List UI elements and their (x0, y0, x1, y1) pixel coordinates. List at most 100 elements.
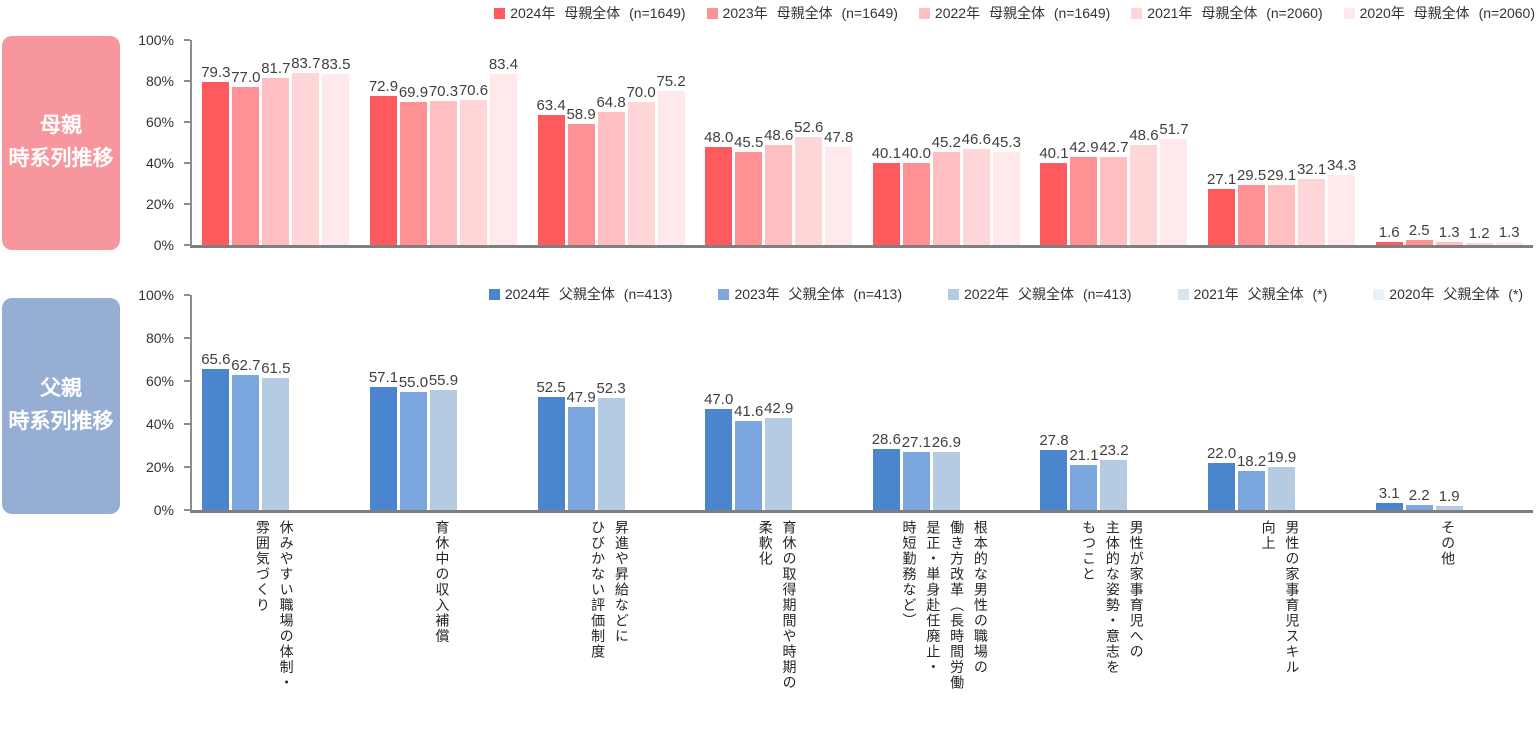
bar-value-label: 48.0 (704, 128, 734, 146)
bar-value-label: 55.9 (428, 371, 459, 389)
y-tick-label: 100% (138, 287, 174, 303)
bar-value-label: 21.1 (1069, 446, 1099, 464)
bar: 1.6 (1375, 224, 1403, 245)
bar-slot: 45.3 (992, 134, 1021, 245)
bar-value-label: 64.8 (596, 94, 626, 112)
bar-value-label: 1.9 (1438, 487, 1460, 505)
category-cell: 根本的な男性の職場の 働き方改革（長時間労働 是正・単身赴任廃止・ 時短勤務など… (861, 520, 1029, 730)
bar-slot: 23.2 (1099, 442, 1129, 510)
bar-slot: 65.6 (201, 351, 230, 510)
bar-value-label: 18.2 (1236, 452, 1267, 470)
y-tick-label: 80% (145, 330, 174, 346)
bar-slot: 41.6 (734, 403, 763, 510)
category-label: 昇進や昇給などに ひびかない評価制度 (590, 520, 630, 660)
bar-slot: 1.3 (1495, 224, 1523, 245)
bar: 47.9 (566, 389, 596, 510)
y-tick-mark-icon (184, 80, 190, 82)
mother-panel-label: 母親 時系列推移 (2, 36, 120, 250)
legend-color-swatch-icon (918, 7, 930, 19)
bar-value-label: 70.6 (458, 82, 489, 100)
bar: 1.3 (1435, 224, 1463, 245)
bar-slot: 32.1 (1297, 161, 1326, 245)
bar-group: 57.1 55.0 55.9 (360, 295, 528, 510)
legend-label: 2024年 父親全体 (n=413) (504, 286, 673, 302)
y-tick-mark-icon (184, 337, 190, 339)
y-tick-mark-icon (184, 39, 190, 41)
bar-value-label: 3.1 (1378, 485, 1400, 503)
bar-slot: 77.0 (231, 69, 260, 245)
bar-value-label: 65.6 (201, 350, 231, 368)
bar: 52.6 (794, 119, 823, 245)
bar-slot: 1.3 (1435, 224, 1463, 245)
bar-group: 72.9 69.9 70.3 70.6 83.4 (360, 40, 528, 245)
bar-value-label: 26.9 (931, 434, 961, 452)
bar-value-label: 63.4 (536, 97, 566, 115)
bar: 41.6 (734, 403, 763, 510)
bar-value-label: 81.7 (261, 59, 291, 77)
y-tick-mark-icon (184, 423, 190, 425)
bar-value-label: 41.6 (734, 402, 764, 420)
bar: 52.5 (536, 379, 566, 510)
legend-color-swatch-icon (1343, 7, 1355, 19)
bar-group: 52.5 47.9 52.3 (527, 295, 695, 510)
bar-value-label: 62.7 (231, 357, 261, 375)
bar-slot: 1.6 (1375, 224, 1403, 245)
bar-group: 63.4 58.9 64.8 70.0 75.2 (527, 40, 695, 245)
bar-slot: 45.5 (734, 134, 763, 245)
bar: 40.0 (902, 145, 931, 245)
legend-item: 2024年 父親全体 (n=413) (488, 284, 673, 304)
legend-color-swatch-icon (494, 7, 506, 19)
bar-value-label: 48.6 (1129, 127, 1159, 145)
bar-group: 79.3 77.0 81.7 83.7 83.5 (192, 40, 360, 245)
bar-slot: 27.8 (1039, 432, 1069, 510)
bar-group: 65.6 62.7 61.5 (192, 295, 360, 510)
bar-slot: 61.5 (261, 360, 290, 510)
legend-item: 2022年 母親全体 (n=1649) (918, 3, 1110, 23)
bar: 1.3 (1495, 224, 1523, 245)
legend-item: 2022年 父親全体 (n=413) (948, 284, 1132, 304)
bar: 48.0 (704, 129, 733, 245)
y-tick-mark-icon (184, 466, 190, 468)
y-tick-mark-icon (184, 294, 190, 296)
bar: 22.0 (1207, 445, 1236, 510)
bar-slot: 63.4 (536, 97, 566, 245)
bar: 27.8 (1039, 432, 1069, 510)
bar: 48.6 (764, 127, 793, 245)
bar: 70.6 (459, 82, 488, 245)
bar-slot: 19.9 (1267, 449, 1296, 510)
legend-color-swatch-icon (1177, 288, 1189, 300)
bar-value-label: 40.0 (901, 145, 931, 162)
bar: 83.4 (489, 56, 518, 245)
bar: 34.3 (1327, 157, 1356, 245)
bar-slot: 2.5 (1405, 222, 1433, 245)
legend-item: 2020年 母親全体 (n=2060) (1343, 3, 1535, 23)
bar-value-label: 19.9 (1266, 449, 1297, 467)
bar-group: 3.1 2.2 1.9 (1365, 295, 1533, 510)
bar-value-label: 69.9 (398, 83, 429, 101)
bar-slot: 40.0 (902, 145, 931, 245)
bar-value-label: 79.3 (201, 64, 231, 82)
legend-color-swatch-icon (1131, 7, 1143, 19)
bar-value-label: 1.6 (1378, 223, 1400, 241)
bar-slot: 42.9 (764, 400, 793, 510)
bar-group: 27.1 29.5 29.1 32.1 34.3 (1198, 40, 1366, 245)
legend-label: 2023年 父親全体 (n=413) (734, 286, 903, 302)
bar-value-label: 47.9 (566, 389, 596, 407)
mother-y-axis: 0% 20% 40% 60% 80% 100% (0, 32, 182, 253)
father-plot-area: 65.6 62.7 61.5 57.1 55.0 55.9 52.5 47.9 52.3 47.0… (184, 294, 1533, 513)
bar-value-label: 83.4 (488, 56, 519, 74)
y-tick-mark-icon (184, 121, 190, 123)
bar: 63.4 (536, 97, 566, 245)
bar: 65.6 (201, 351, 230, 510)
bar-value-label: 34.3 (1326, 156, 1357, 174)
bar: 77.0 (231, 69, 260, 245)
bar: 70.3 (429, 83, 458, 245)
bar: 45.2 (932, 134, 961, 245)
bar-group: 47.0 41.6 42.9 (695, 295, 863, 510)
legend-color-swatch-icon (706, 7, 718, 19)
y-tick-label: 0% (153, 237, 174, 253)
bar-value-label: 72.9 (368, 77, 399, 95)
y-tick-label: 60% (145, 114, 174, 130)
category-label: 育休中の収入補償 (434, 520, 451, 644)
legend-label: 2021年 父親全体 (*) (1193, 286, 1328, 302)
